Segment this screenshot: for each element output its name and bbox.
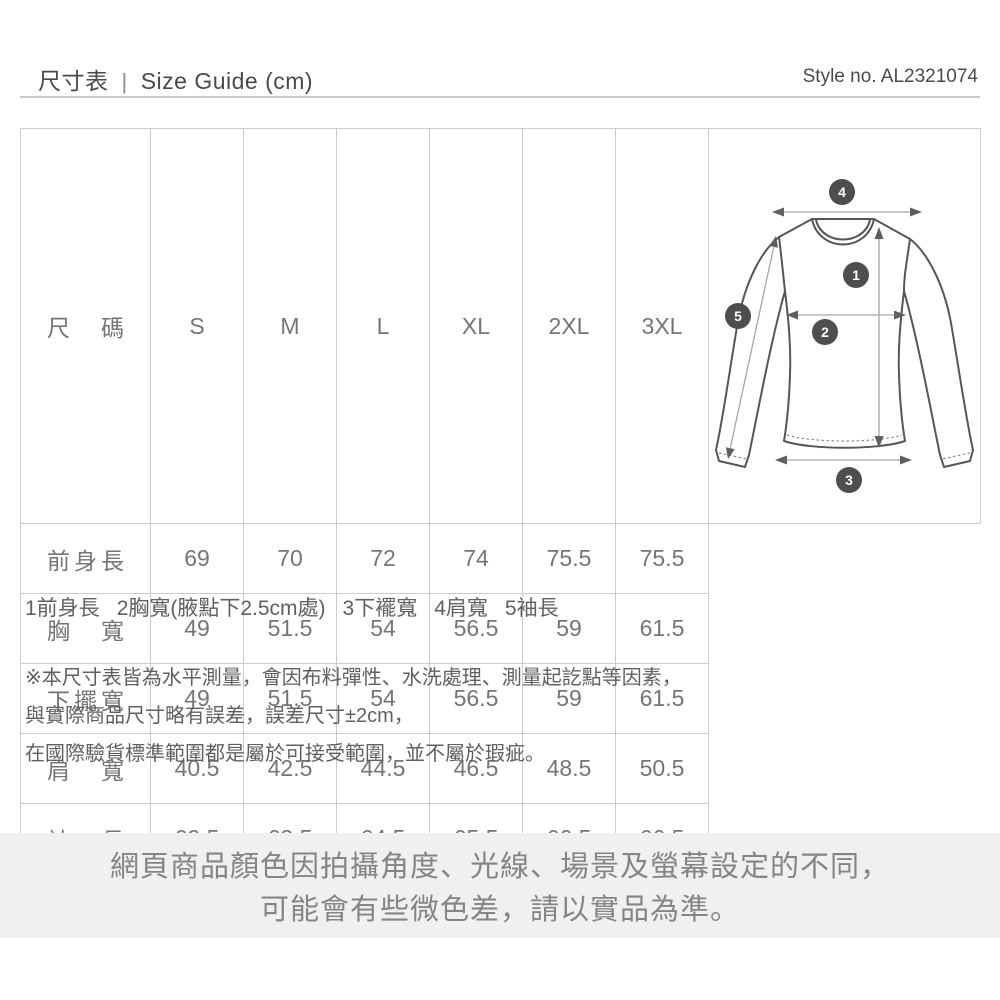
svg-text:3: 3 bbox=[845, 472, 853, 488]
measure-arrow-chest bbox=[786, 310, 906, 320]
disclaimer-line: 可能會有些微色差，請以實品為準。 bbox=[259, 894, 740, 926]
size-value-cell: 44.5 bbox=[336, 733, 430, 804]
note-line: 在國際驗貨標準範圍都是屬於可接受範圍，並不屬於瑕疵。 bbox=[25, 743, 545, 765]
note-line: 與實際商品尺寸略有誤差，誤差尺寸±2cm， bbox=[25, 705, 414, 727]
svg-text:5: 5 bbox=[734, 308, 742, 324]
measurement-row-label: 前身長 bbox=[20, 523, 151, 594]
svg-text:4: 4 bbox=[838, 184, 846, 200]
measure-arrow-sleeve bbox=[725, 236, 779, 459]
size-column-header: 2XL bbox=[522, 128, 616, 524]
size-value-cell: 70 bbox=[243, 523, 337, 594]
svg-text:2: 2 bbox=[821, 324, 829, 340]
legend-item: 3下襬寬 bbox=[342, 597, 418, 620]
size-value-cell: 54 bbox=[336, 663, 430, 734]
shirt-diagram: 4 1 5 2 3 bbox=[715, 179, 974, 493]
page-title-en: Size Guide (cm) bbox=[140, 68, 314, 94]
size-value-cell: 61.5 bbox=[615, 593, 709, 664]
size-column-header: 3XL bbox=[615, 128, 709, 524]
size-value-cell: 69 bbox=[150, 523, 244, 594]
legend-item: 1前身長 bbox=[25, 597, 100, 620]
size-value-cell: 75.5 bbox=[615, 523, 709, 594]
diagram-cell: 4 1 5 2 3 bbox=[708, 128, 981, 524]
measure-badge-1: 1 bbox=[843, 262, 869, 288]
legend-item: 5袖長 bbox=[504, 597, 559, 620]
note-line: ※本尺寸表皆為水平測量，會因布料彈性、水洗處理、測量起訖點等因素， bbox=[25, 667, 682, 689]
size-table-row: 下擺寬 49 51.5 54 56.5 59 61.5 bbox=[20, 663, 981, 734]
size-column-header: S bbox=[150, 128, 244, 524]
size-value-cell: 72 bbox=[336, 523, 430, 594]
measure-badge-3: 3 bbox=[836, 467, 862, 493]
size-value-cell: 56.5 bbox=[429, 663, 523, 734]
measurement-legend: 1前身長 2胸寬(腋點下2.5cm處) 3下襬寬 4肩寬 5袖長 bbox=[25, 592, 559, 622]
size-table-row: 肩寬 40.5 42.5 44.5 46.5 48.5 50.5 bbox=[20, 733, 981, 804]
title-separator: | bbox=[121, 69, 128, 94]
size-value-cell: 42.5 bbox=[243, 733, 337, 804]
measure-badge-5: 5 bbox=[725, 303, 751, 329]
measure-badge-2: 2 bbox=[812, 319, 838, 345]
disclaimer-line: 網頁商品顏色因拍攝角度、光線、場景及螢幕設定的不同， bbox=[109, 851, 890, 883]
size-value-cell: 59 bbox=[522, 593, 616, 664]
size-value-cell: 56.5 bbox=[429, 593, 523, 664]
style-number: Style no. AL2321074 bbox=[802, 66, 978, 87]
measure-badge-4: 4 bbox=[829, 179, 855, 205]
size-value-cell: 74 bbox=[429, 523, 523, 594]
size-value-cell: 40.5 bbox=[150, 733, 244, 804]
size-table-row: 胸寬 49 51.5 54 56.5 59 61.5 bbox=[20, 593, 981, 664]
size-value-cell: 61.5 bbox=[615, 663, 709, 734]
size-column-header: L bbox=[336, 128, 430, 524]
measure-arrow-hem bbox=[775, 455, 912, 465]
measure-arrow-shoulder bbox=[772, 207, 922, 217]
svg-text:1: 1 bbox=[852, 267, 860, 283]
page-title-zh: 尺寸表 bbox=[38, 68, 109, 94]
size-value-cell: 54 bbox=[336, 593, 430, 664]
collar-inner-arc bbox=[815, 219, 871, 241]
size-value-cell: 75.5 bbox=[522, 523, 616, 594]
measure-arrow-front-length bbox=[874, 227, 884, 448]
size-table-row: 前身長 69 70 72 74 75.5 75.5 bbox=[20, 523, 981, 594]
color-disclaimer-box: 網頁商品顏色因拍攝角度、光線、場景及螢幕設定的不同， 可能會有些微色差，請以實品為… bbox=[0, 833, 1000, 938]
measurement-row-label: 肩寬 bbox=[20, 733, 151, 804]
size-column-header: M bbox=[243, 128, 337, 524]
measurement-notes: ※本尺寸表皆為水平測量，會因布料彈性、水洗處理、測量起訖點等因素， 與實際商品尺寸… bbox=[25, 659, 682, 773]
size-code-header: 尺碼 bbox=[20, 128, 151, 524]
page-title: 尺寸表 | Size Guide (cm) bbox=[38, 62, 313, 96]
size-table-header-row: 尺碼 S M L XL 2XL 3XL bbox=[20, 128, 981, 524]
size-value-cell: 51.5 bbox=[243, 663, 337, 734]
size-value-cell: 46.5 bbox=[429, 733, 523, 804]
size-value-cell: 50.5 bbox=[615, 733, 709, 804]
legend-item: 2胸寬(腋點下2.5cm處) bbox=[116, 597, 326, 620]
shirt-body-outline bbox=[778, 218, 911, 449]
sleeve-right-shape bbox=[903, 238, 974, 468]
header-divider bbox=[20, 96, 980, 98]
size-column-header: XL bbox=[429, 128, 523, 524]
size-table: 尺碼 S M L XL 2XL 3XL bbox=[20, 128, 981, 874]
hem-stitch bbox=[786, 434, 903, 442]
legend-item: 4肩寬 bbox=[434, 597, 488, 620]
size-value-cell: 59 bbox=[522, 663, 616, 734]
